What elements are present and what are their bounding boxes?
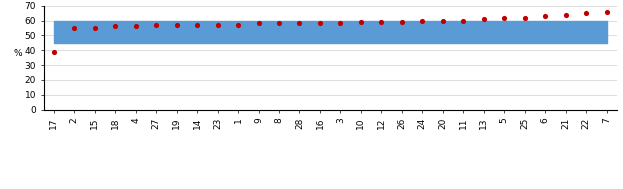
- Point: [233, 23, 243, 26]
- Point: [151, 23, 161, 26]
- Point: [417, 19, 427, 22]
- Point: [581, 12, 591, 15]
- Point: [540, 15, 550, 18]
- Point: [131, 25, 141, 28]
- Point: [69, 26, 79, 29]
- Point: [49, 50, 59, 53]
- Point: [274, 22, 284, 25]
- Point: [295, 22, 305, 25]
- Y-axis label: %: %: [13, 49, 22, 58]
- Point: [212, 23, 222, 26]
- Point: [110, 25, 120, 28]
- Point: [356, 20, 366, 23]
- Point: [172, 23, 182, 26]
- Point: [438, 19, 448, 22]
- Point: [192, 23, 202, 26]
- Point: [478, 18, 488, 21]
- Point: [520, 16, 530, 19]
- Point: [335, 22, 345, 25]
- Point: [376, 20, 386, 23]
- Point: [499, 16, 509, 19]
- Point: [315, 22, 325, 25]
- Point: [561, 13, 571, 16]
- Point: [254, 22, 264, 25]
- Point: [602, 10, 612, 13]
- Point: [459, 19, 468, 22]
- Point: [397, 20, 407, 23]
- Point: [90, 26, 100, 29]
